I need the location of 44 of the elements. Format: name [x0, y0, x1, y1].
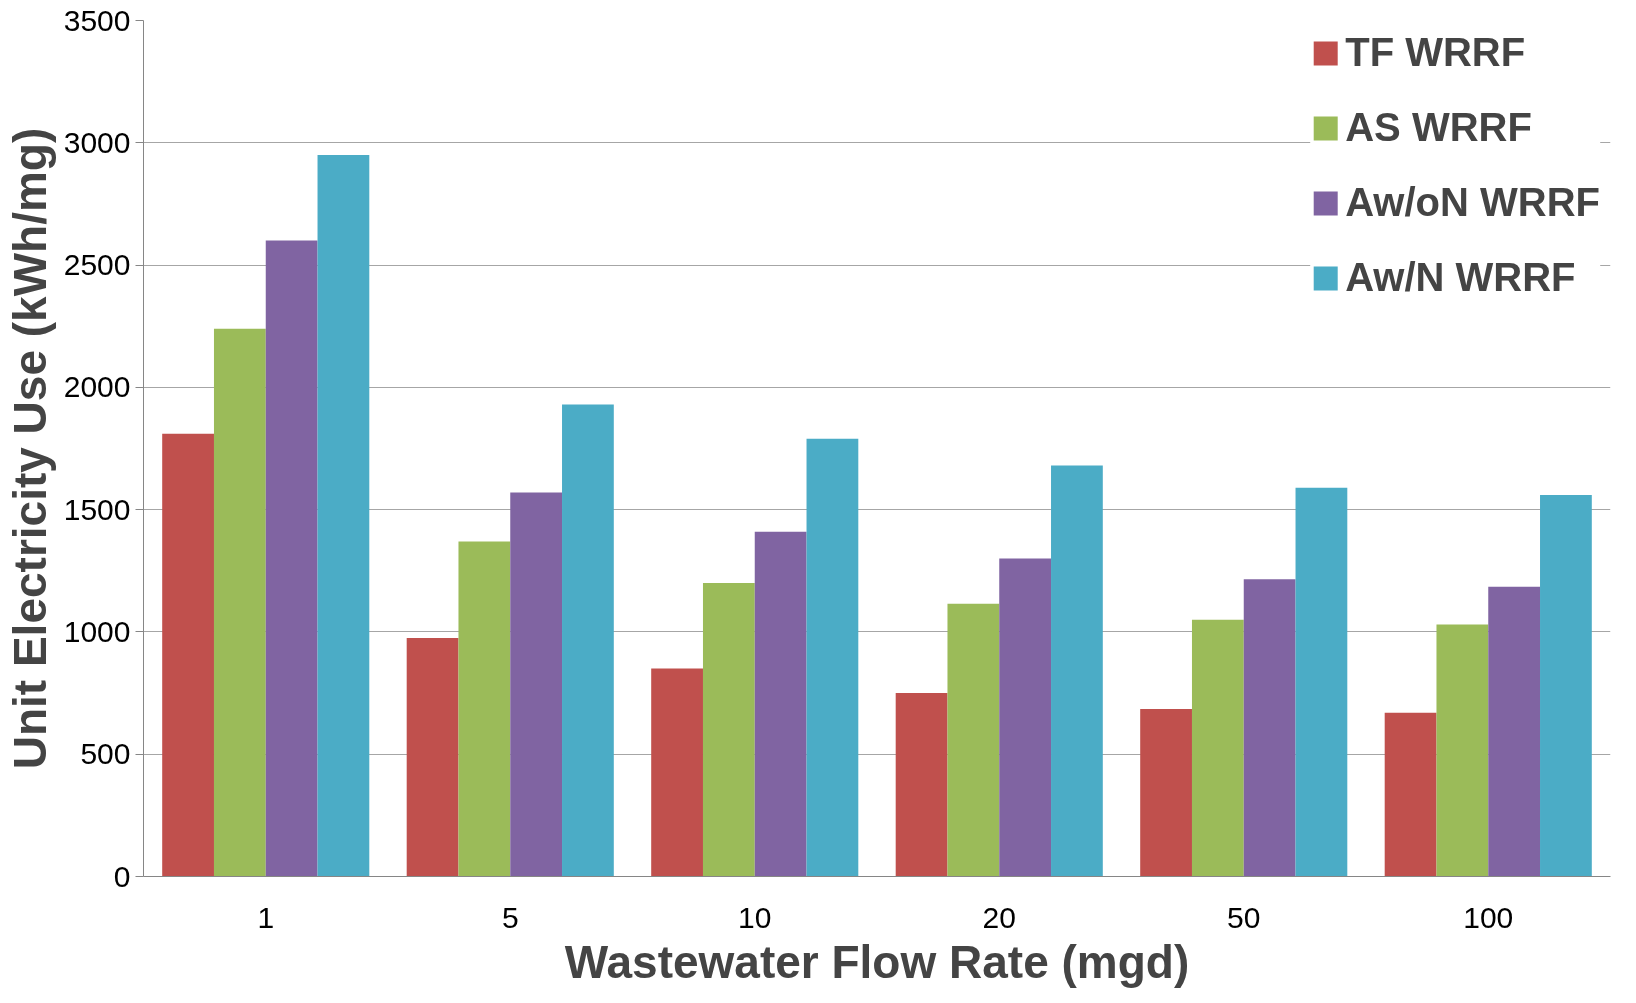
bar: [1191, 619, 1244, 877]
bar: [265, 240, 318, 877]
bar: [999, 558, 1052, 877]
bar: [1243, 579, 1296, 877]
x-tick-label: 5: [501, 900, 519, 934]
bar: [1140, 708, 1192, 877]
x-tick-label: 10: [738, 900, 772, 934]
bar: [317, 155, 370, 877]
bar: [754, 531, 807, 877]
x-tick-label: 100: [1463, 900, 1514, 934]
bar: [1384, 712, 1437, 877]
legend-label: Aw/oN WRRF: [1345, 180, 1600, 225]
y-tick-label: 1000: [63, 614, 131, 648]
legend-label: Aw/N WRRF: [1345, 255, 1576, 300]
bar: [1540, 494, 1592, 877]
bar: [651, 668, 703, 877]
bar: [1295, 487, 1348, 877]
y-tick-label: 3500: [63, 3, 131, 37]
y-axis-title: Unit Electricity Use (kWh/mg): [3, 127, 56, 770]
bar: [162, 433, 214, 877]
y-tick-label: 0: [113, 859, 131, 893]
bar: [1436, 624, 1489, 877]
y-tick-label: 2500: [63, 248, 131, 282]
bar: [1488, 586, 1541, 877]
bar: [895, 693, 948, 877]
legend-label: TF WRRF: [1345, 30, 1526, 75]
y-tick-label: 3000: [63, 125, 131, 159]
y-tick-label: 2000: [63, 370, 131, 404]
bar: [806, 438, 859, 877]
x-tick-label: 20: [982, 900, 1016, 934]
y-tick-label: 500: [80, 737, 131, 771]
y-tick-label: 1500: [63, 492, 131, 526]
bar: [1051, 465, 1103, 877]
x-tick-label: 1: [257, 900, 275, 934]
legend-label: AS WRRF: [1345, 105, 1532, 150]
bar: [510, 492, 563, 877]
x-axis-title: Wastewater Flow Rate (mgd): [564, 935, 1190, 988]
bar: [947, 603, 1000, 877]
bar: [702, 583, 755, 877]
bar: [458, 541, 511, 877]
x-tick-label: 50: [1227, 900, 1261, 934]
bar: [213, 328, 266, 877]
bar: [562, 404, 614, 877]
bar: [406, 638, 459, 877]
